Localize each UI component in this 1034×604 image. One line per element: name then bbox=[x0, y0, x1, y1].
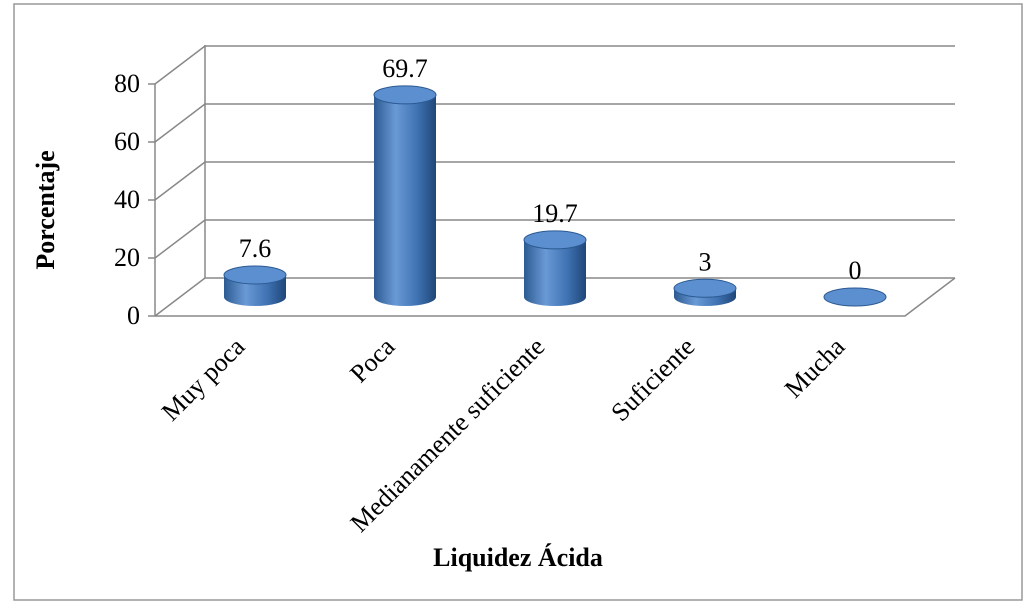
data-label: 7.6 bbox=[239, 234, 272, 263]
floor-edge bbox=[155, 277, 956, 317]
data-label: 0 bbox=[849, 256, 862, 285]
y-tick-label: 0 bbox=[127, 301, 140, 330]
bar-top bbox=[223, 265, 287, 285]
bar-body bbox=[374, 94, 436, 307]
bar-top bbox=[523, 230, 587, 250]
y-axis-title: Porcentaje bbox=[31, 150, 60, 269]
grid-line bbox=[154, 219, 955, 259]
y-tick-label: 80 bbox=[114, 69, 140, 98]
y-tick-label: 40 bbox=[114, 185, 140, 214]
grid-line bbox=[154, 45, 955, 85]
data-label: 19.7 bbox=[532, 199, 578, 228]
y-tick-label: 60 bbox=[114, 127, 140, 156]
bar-top bbox=[823, 287, 887, 307]
y-tick-label: 20 bbox=[114, 243, 140, 272]
bar-top bbox=[373, 85, 437, 105]
x-axis-title: Liquidez Ácida bbox=[433, 543, 603, 572]
data-label: 3 bbox=[699, 247, 712, 276]
grid-line bbox=[154, 277, 955, 317]
data-label: 69.7 bbox=[382, 54, 428, 83]
grid-line bbox=[154, 103, 955, 143]
bar-top bbox=[673, 278, 737, 298]
bar-body bbox=[524, 239, 586, 306]
grid-line bbox=[154, 161, 955, 201]
